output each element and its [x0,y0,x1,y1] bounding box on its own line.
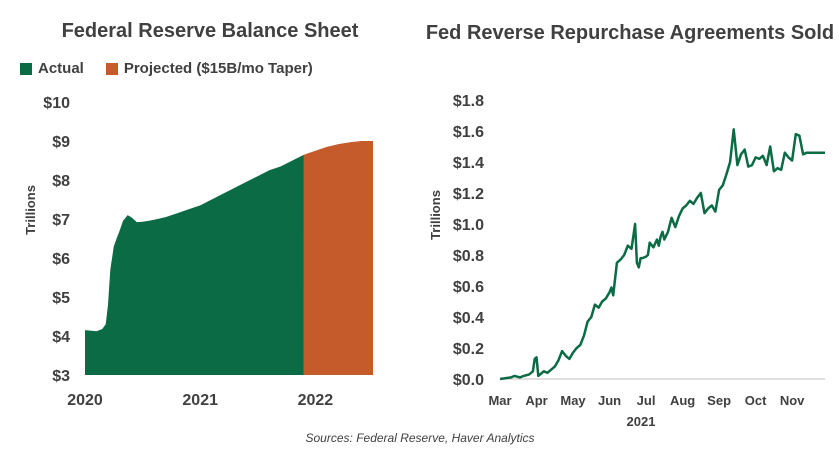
left-y-tick-label: $8 [52,173,70,190]
right-x-axis-label: 2021 [627,414,656,429]
left-y-tick-label: $9 [52,134,70,151]
left-y-tick-label: $4 [52,329,70,346]
left-x-tick-label: 2020 [67,392,103,409]
right-y-axis-label: Trillions [428,190,443,240]
left-chart-legend: Actual Projected ($15B/mo Taper) [20,60,335,77]
legend-swatch-actual [20,62,32,75]
right-x-tick-label: Jun [598,393,621,408]
area-series-0 [85,154,304,375]
right-y-tick-label: $0.8 [453,248,484,265]
left-x-tick-label: 2021 [182,392,218,409]
right-x-tick-label: Jul [637,393,656,408]
right-y-tick-label: $0.0 [453,372,484,389]
legend-item-actual: Actual [20,60,84,77]
right-x-tick-label: May [560,393,586,408]
right-x-tick-label: Oct [745,393,767,408]
right-chart-title: Fed Reverse Repurchase Agreements Sold [425,22,835,44]
right-x-tick-label: Aug [670,393,695,408]
source-note: Sources: Federal Reserve, Haver Analytic… [305,431,535,445]
right-y-tick-label: $1.0 [453,217,484,234]
right-y-tick-label: $0.4 [453,310,484,327]
legend-label-actual: Actual [38,60,84,77]
right-y-tick-label: $0.2 [453,341,484,358]
right-x-tick-label: Apr [525,393,547,408]
left-chart-title: Federal Reserve Balance Sheet [61,20,359,42]
right-y-tick-label: $0.6 [453,279,484,296]
right-y-tick-label: $1.6 [453,124,484,141]
left-y-tick-label: $7 [52,212,70,229]
left-x-tick-label: 2022 [298,392,334,409]
right-x-tick-label: Nov [780,393,805,408]
right-y-tick-label: $1.2 [453,186,484,203]
legend-item-projected: Projected ($15B/mo Taper) [105,60,313,77]
legend-label-projected: Projected ($15B/mo Taper) [123,60,313,77]
left-y-tick-label: $10 [43,95,70,112]
left-y-tick-label: $6 [52,251,70,268]
left-y-axis-label: Trillions [23,185,38,235]
left-y-tick-label: $3 [52,368,70,385]
right-x-tick-label: Mar [488,393,511,408]
right-y-tick-label: $1.4 [453,155,484,172]
right-y-tick-label: $1.8 [453,93,484,110]
left-y-tick-label: $5 [52,290,70,307]
right-x-tick-label: Sep [707,393,731,408]
area-series-1 [303,141,373,375]
line-series-rrp [499,128,825,381]
legend-swatch-projected [105,62,118,75]
